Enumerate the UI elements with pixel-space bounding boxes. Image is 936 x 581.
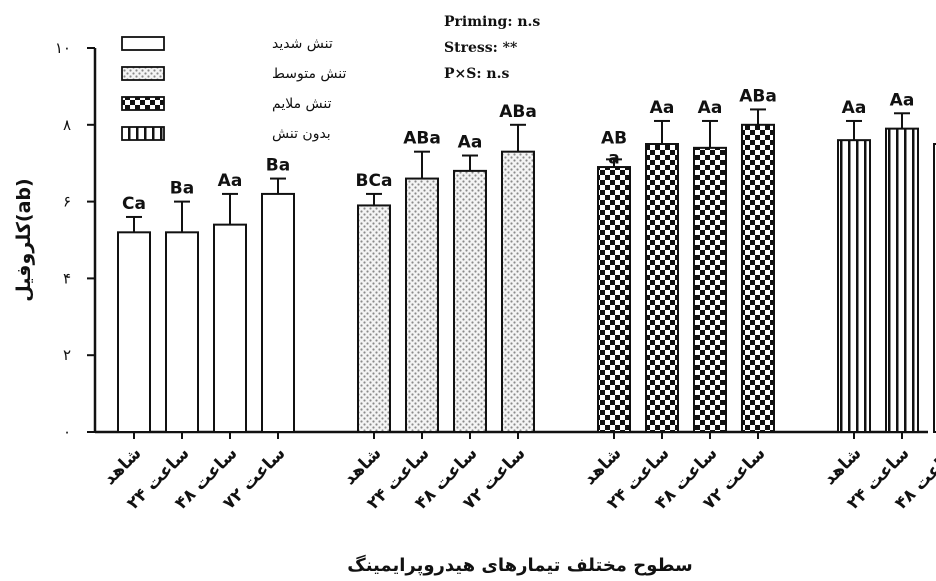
legend-swatch	[121, 96, 165, 111]
legend-label: تنش ملایم	[272, 96, 332, 112]
bar	[837, 139, 871, 433]
legend-label: بدون تنش	[272, 126, 331, 142]
significance-label: ABa	[403, 129, 441, 149]
stat-priming: Priming: n.s	[444, 14, 540, 30]
stat-interaction: P×S: n.s	[444, 66, 509, 82]
significance-label: Aa	[650, 98, 675, 118]
significance-label: BCa	[356, 171, 393, 191]
significance-label: Ba	[266, 156, 290, 176]
legend-label: تنش شدید	[272, 36, 333, 52]
stat-stress: Stress: **	[444, 40, 518, 56]
bar	[357, 204, 391, 433]
stats-annotation: Priming: n.s Stress: ** P×S: n.s	[444, 14, 540, 82]
significance-label: a	[608, 148, 619, 168]
bar	[597, 166, 631, 433]
legend-swatch	[121, 36, 165, 51]
significance-label: Aa	[218, 171, 243, 191]
x-category-label: شاهد	[340, 443, 386, 489]
significance-label: Aa	[842, 98, 867, 118]
bar	[645, 143, 679, 433]
legend: تنش شدید تنش متوسط تنش ملایم بدون تنش	[121, 36, 346, 142]
x-category-label: شاهد	[100, 443, 146, 489]
bar	[405, 177, 439, 433]
x-category-label: شاهد	[820, 443, 866, 489]
bar	[213, 223, 247, 433]
significance-label: AB	[601, 128, 627, 148]
bar	[117, 231, 151, 433]
significance-label: Aa	[698, 98, 723, 118]
x-category-label: شاهد	[580, 443, 626, 489]
y-tick-label: ۸	[63, 116, 71, 134]
bars: CaBaAaBaBCaABaAaABaABaAaAaABaAaAaAaAa	[117, 86, 936, 434]
significance-label: Ca	[122, 194, 146, 214]
bar	[501, 150, 535, 433]
legend-swatch	[121, 66, 165, 81]
y-tick-label: ۰	[63, 423, 71, 441]
significance-label: Aa	[458, 133, 483, 153]
y-axis-label: کلروفیل(ab)	[13, 178, 35, 301]
y-tick-label: ۱۰	[55, 39, 71, 57]
significance-label: Aa	[890, 90, 915, 110]
bar	[933, 143, 936, 433]
y-tick-label: ۲	[63, 346, 71, 364]
x-axis-label: سطوح مختلف تیمارهای هیدروپرایمینگ	[347, 554, 692, 576]
significance-label: Ba	[170, 179, 194, 199]
bar	[741, 123, 775, 434]
significance-label: ABa	[499, 102, 537, 122]
bar	[453, 169, 487, 433]
legend-swatch	[121, 126, 165, 141]
y-tick-label: ۴	[63, 269, 71, 287]
significance-label: ABa	[739, 86, 777, 106]
bar	[885, 127, 919, 433]
legend-label: تنش متوسط	[272, 66, 346, 82]
y-tick-label: ۶	[63, 193, 71, 211]
bar	[261, 192, 295, 433]
bar	[165, 231, 199, 433]
y-ticks: ۰ ۲ ۴ ۶ ۸ ۱۰	[55, 39, 95, 441]
bar	[693, 146, 727, 433]
